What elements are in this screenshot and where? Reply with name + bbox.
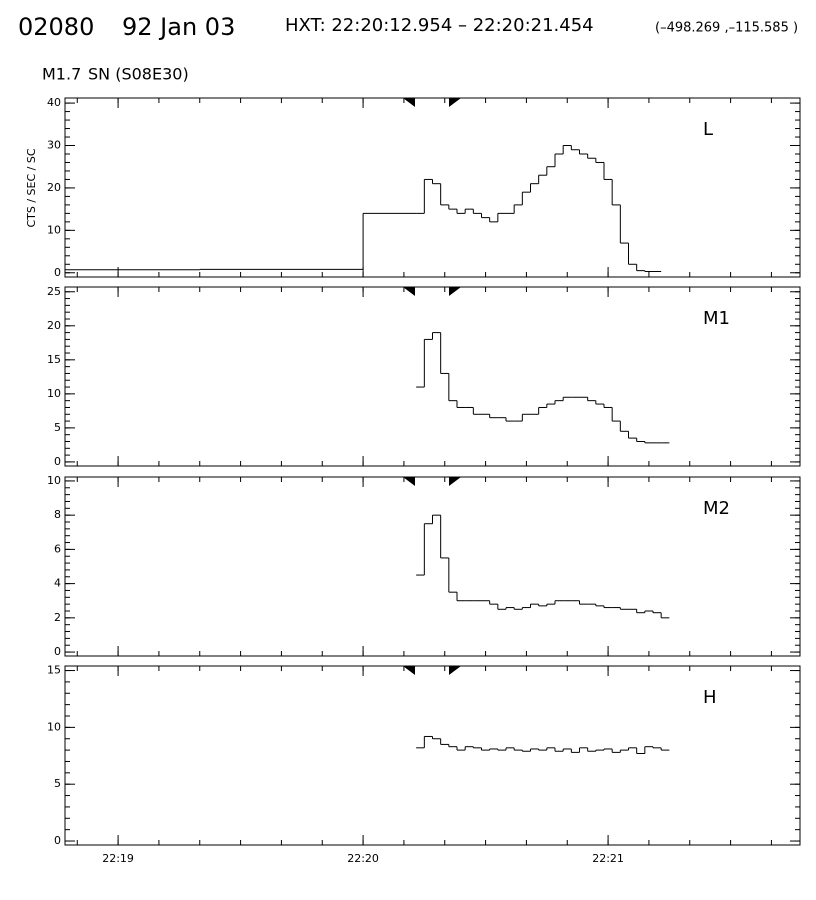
y-tick-label: 8 [54, 508, 61, 521]
y-tick-label: 5 [54, 777, 61, 790]
y-tick-label: 0 [54, 645, 61, 658]
y-tick-label: 4 [54, 577, 61, 590]
panel-frame [64, 97, 801, 278]
interval-marker [403, 666, 415, 675]
y-tick-label: 30 [47, 139, 61, 152]
x-tick-label: 22:20 [347, 852, 379, 865]
panel-frame [64, 476, 801, 657]
y-tick-label: 15 [47, 353, 61, 366]
panel-label: M1 [703, 308, 730, 329]
y-tick-label: 10 [47, 223, 61, 236]
x-tick-label: 22:19 [102, 852, 134, 865]
panel-label: M2 [703, 498, 730, 519]
y-tick-label: 25 [47, 285, 61, 298]
y-tick-label: 2 [54, 611, 61, 624]
y-tick-label: 10 [47, 387, 61, 400]
interval-marker [403, 98, 415, 107]
time-interval: HXT: 22:20:12.954 – 22:20:21.454 [285, 15, 594, 36]
interval-marker [449, 477, 461, 486]
flare-location: SN (S08E30) [88, 65, 189, 84]
y-tick-label: 0 [54, 266, 61, 279]
panel-label: L [703, 119, 713, 140]
y-tick-label: 10 [47, 720, 61, 733]
y-tick-label: 20 [47, 181, 61, 194]
interval-marker [449, 666, 461, 675]
interval-marker [403, 477, 415, 486]
panel-frame [64, 665, 801, 846]
position: (–498.269 ,–115.585 ) [655, 21, 798, 36]
obs-date: 92 Jan 03 [122, 13, 235, 41]
interval-marker [449, 287, 461, 296]
y-tick-label: 10 [47, 474, 61, 487]
panel-label: H [703, 687, 717, 708]
y-tick-label: 0 [54, 455, 61, 468]
interval-marker [449, 98, 461, 107]
x-tick-label: 22:21 [592, 852, 624, 865]
y-tick-label: 5 [54, 421, 61, 434]
y-tick-label: 6 [54, 542, 61, 555]
y-tick-label: 0 [54, 834, 61, 847]
y-tick-label: 20 [47, 319, 61, 332]
interval-marker [403, 287, 415, 296]
flare-class: M1.7 [42, 65, 81, 84]
y-axis-label: CTS / SEC / SC [25, 148, 38, 227]
panel-frame [64, 286, 801, 467]
y-tick-label: 40 [47, 96, 61, 109]
obs-id: 02080 [18, 13, 94, 41]
y-tick-label: 15 [47, 664, 61, 677]
